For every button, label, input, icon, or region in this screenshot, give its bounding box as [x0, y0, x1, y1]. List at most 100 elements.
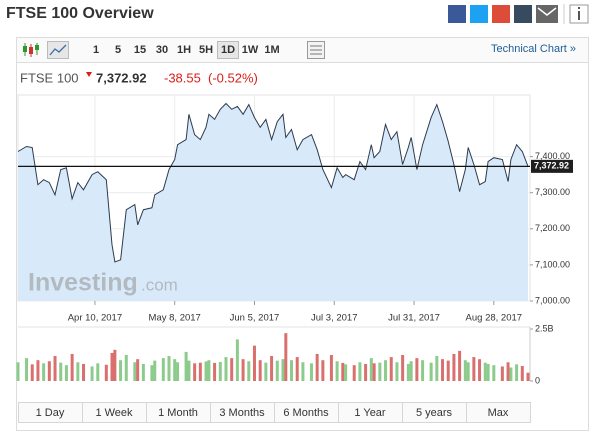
interval-button[interactable]: 1H: [177, 44, 191, 56]
interval-button[interactable]: 15: [134, 44, 146, 56]
price-line: [17, 102, 529, 263]
range-button-label[interactable]: 1 Day: [36, 407, 65, 419]
interval-button[interactable]: 5H: [199, 44, 213, 56]
interval-button[interactable]: 1W: [242, 44, 259, 56]
volume-bar: [341, 362, 345, 381]
range-button-label[interactable]: 1 Month: [158, 407, 198, 419]
y-tick-label: 7,100.00: [535, 259, 570, 269]
volume-bar: [483, 362, 487, 381]
volume-bar: [235, 339, 239, 381]
volume-bar: [441, 359, 445, 381]
instrument-name: FTSE 100: [20, 70, 79, 85]
volume-bar: [369, 358, 373, 381]
volume-bar: [486, 363, 490, 381]
volume-bar: [167, 356, 171, 381]
twitter-icon[interactable]: [470, 5, 488, 23]
range-button-label[interactable]: 1 Week: [95, 407, 133, 419]
x-tick-label: Apr 10, 2017: [68, 313, 122, 324]
volume-bar: [472, 357, 476, 381]
interval-button[interactable]: 30: [156, 44, 168, 56]
volume-bar: [42, 363, 46, 381]
range-button-label[interactable]: Max: [488, 407, 509, 419]
range-button-label[interactable]: 3 Months: [219, 407, 265, 419]
range-button-label[interactable]: 1 Year: [354, 407, 386, 419]
volume-bar: [119, 360, 123, 381]
volume-bar: [515, 364, 519, 381]
volume-bar: [389, 357, 393, 381]
volume-bar: [344, 364, 348, 381]
volume-bar: [30, 364, 34, 381]
x-tick-label: May 8, 2017: [149, 313, 201, 324]
price-change-percent: (-0.52%): [208, 70, 258, 85]
line-chart-icon[interactable]: [47, 41, 69, 59]
range-button-label[interactable]: 5 years: [416, 407, 453, 419]
volume-bar: [421, 360, 425, 381]
info-glyph-dot: [578, 7, 580, 9]
volume-bar: [520, 366, 524, 381]
mail-icon[interactable]: [536, 5, 558, 23]
y2-tick-label: 0: [535, 375, 540, 385]
volume-bar: [352, 365, 356, 381]
stocktwits-icon[interactable]: [514, 5, 532, 23]
interval-button[interactable]: 1D: [221, 44, 235, 56]
volume-bar: [16, 362, 20, 381]
volume-bar: [500, 366, 504, 381]
volume-bar: [509, 367, 513, 381]
volume-bar: [53, 356, 57, 381]
volume-bar: [384, 360, 388, 381]
google-plus-icon[interactable]: [492, 5, 510, 23]
page-title: FTSE 100 Overview: [6, 5, 154, 22]
volume-bar: [275, 360, 279, 381]
volume-bar: [435, 356, 439, 381]
last-price-tag-label: 7,372.92: [534, 161, 569, 171]
facebook-icon[interactable]: [448, 5, 466, 23]
volume-bar: [59, 362, 63, 381]
volume-bar: [309, 363, 313, 381]
volume-bar: [241, 359, 245, 381]
volume-bar: [64, 365, 68, 381]
volume-bar: [452, 353, 456, 381]
range-button-label[interactable]: 6 Months: [283, 407, 329, 419]
volume-bar: [104, 364, 108, 381]
volume-bar: [230, 358, 234, 381]
volume-bar: [113, 349, 117, 381]
volume-bar: [187, 360, 191, 381]
range-button[interactable]: [466, 402, 531, 423]
volume-bar: [466, 362, 470, 381]
y-tick-label: 7,000.00: [535, 295, 570, 305]
volume-bar: [258, 360, 262, 381]
volume-bar: [150, 365, 154, 381]
info-glyph: [578, 11, 580, 20]
volume-bar: [458, 350, 462, 381]
x-tick-label: Jul 3, 2017: [311, 313, 357, 324]
x-tick-label: Jul 31, 2017: [388, 313, 440, 324]
interval-button[interactable]: 1M: [264, 44, 279, 56]
volume-bar: [141, 363, 145, 381]
y-tick-label: 7,400.00: [535, 151, 570, 161]
interval-button[interactable]: 5: [115, 44, 121, 56]
price-change: -38.55: [164, 70, 201, 85]
volume-bar: [82, 363, 86, 381]
volume-bar: [372, 363, 376, 381]
interval-button[interactable]: 1: [93, 44, 99, 56]
last-price: 7,372.92: [96, 70, 147, 85]
volume-bar: [204, 361, 208, 381]
toolbar: [16, 37, 589, 63]
volume-bar: [176, 362, 180, 381]
volume-bar: [415, 358, 419, 381]
candle-icon[interactable]: [23, 43, 39, 57]
volume-bar: [358, 362, 362, 381]
volume-bar: [47, 361, 51, 381]
technical-chart-link[interactable]: Technical Chart »: [491, 43, 576, 55]
x-tick-label: Jun 5, 2017: [230, 313, 280, 324]
volume-bar: [25, 358, 29, 381]
volume-bar: [161, 358, 165, 381]
volume-bar: [76, 362, 80, 381]
volume-bar: [218, 361, 222, 381]
volume-bar: [321, 360, 325, 381]
volume-bar: [492, 365, 496, 381]
line-chart-glyph: [49, 44, 67, 56]
y-tick-label: 7,300.00: [535, 187, 570, 197]
volume-bar: [70, 353, 74, 381]
